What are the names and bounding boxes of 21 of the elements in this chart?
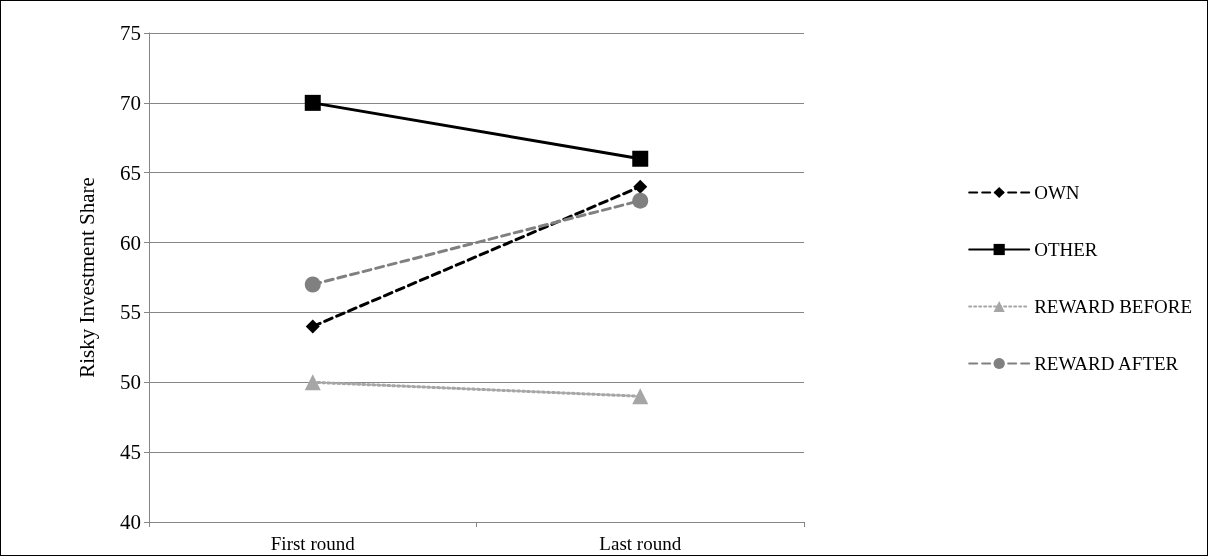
y-tick-label: 65 xyxy=(120,160,141,185)
y-axis-title: Risky Investment Share xyxy=(74,177,99,378)
y-tick-label: 45 xyxy=(120,440,141,465)
y-tick-label: 50 xyxy=(120,370,141,395)
point xyxy=(305,319,320,334)
legend-label: OWN xyxy=(1034,182,1080,203)
legend-label: OTHER xyxy=(1034,239,1098,260)
legend-label: REWARD BEFORE xyxy=(1034,296,1193,317)
point xyxy=(633,179,648,194)
y-tick-label: 40 xyxy=(120,510,141,534)
y-tick-label: 75 xyxy=(120,21,141,45)
x-tick-label: First round xyxy=(270,533,356,554)
legend-label: REWARD AFTER xyxy=(1034,353,1179,374)
point xyxy=(304,276,321,293)
point xyxy=(632,150,649,167)
x-tick-label: Last round xyxy=(599,533,682,554)
y-tick-label: 60 xyxy=(120,230,141,255)
y-tick-label: 55 xyxy=(120,300,141,325)
point xyxy=(304,94,321,111)
point xyxy=(632,192,649,209)
y-tick-label: 70 xyxy=(120,90,141,115)
